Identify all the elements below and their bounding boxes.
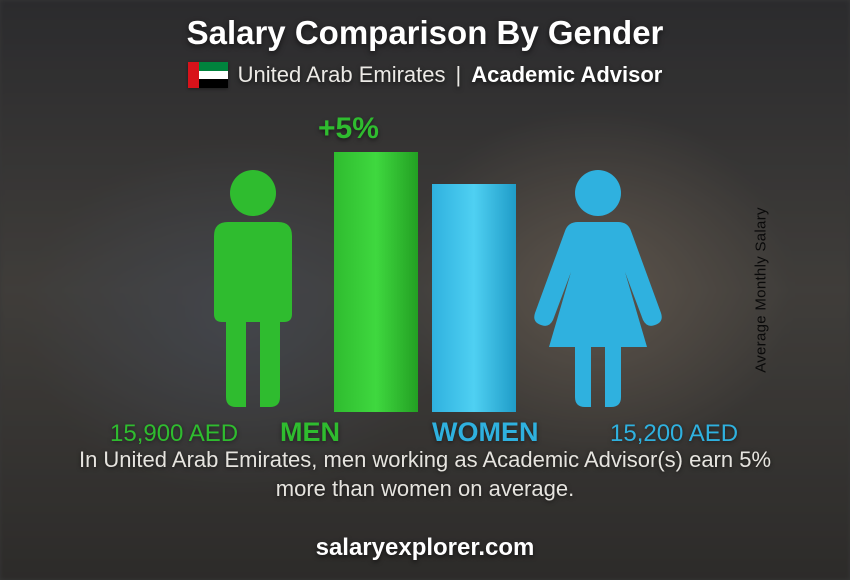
country-label: United Arab Emirates bbox=[238, 62, 446, 88]
chart-area: +5% 15,900 AED MEN bbox=[0, 118, 850, 448]
job-title: Academic Advisor bbox=[471, 62, 662, 88]
page-title: Salary Comparison By Gender bbox=[0, 0, 850, 52]
source-footer: salaryexplorer.com bbox=[0, 534, 850, 562]
sub-heading: United Arab Emirates | Academic Advisor bbox=[0, 62, 850, 88]
uae-flag-icon bbox=[188, 62, 228, 88]
summary-caption: In United Arab Emirates, men working as … bbox=[60, 445, 790, 504]
men-bar bbox=[334, 152, 418, 412]
women-label: WOMEN bbox=[432, 417, 538, 448]
men-label: MEN bbox=[280, 417, 340, 448]
men-percentage-label: +5% bbox=[318, 112, 379, 146]
separator: | bbox=[456, 62, 462, 88]
infographic-content: Salary Comparison By Gender United Arab … bbox=[0, 0, 850, 580]
woman-icon bbox=[528, 167, 668, 412]
women-bar bbox=[432, 184, 516, 412]
man-icon bbox=[188, 167, 318, 412]
y-axis-label: Average Monthly Salary bbox=[753, 207, 770, 373]
